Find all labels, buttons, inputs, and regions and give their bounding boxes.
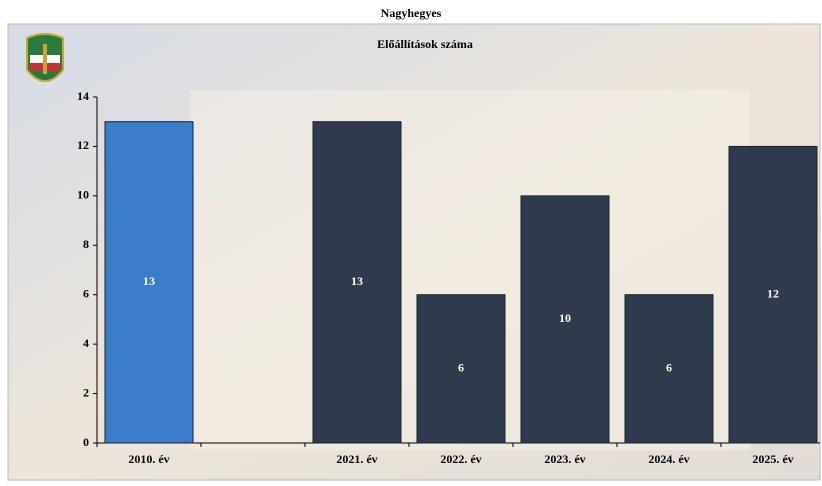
- y-tick-label: 4: [83, 336, 89, 350]
- x-tick-label: 2024. év: [648, 452, 689, 466]
- value-label: 13: [351, 274, 363, 288]
- y-tick-label: 8: [83, 237, 89, 251]
- chart: Nagyhegyes Előállítások száma 0 2 4 6 8 10 12 1…: [0, 0, 822, 481]
- chart-title: Nagyhegyes: [381, 6, 442, 20]
- value-label: 13: [143, 274, 155, 288]
- y-tick-label: 14: [77, 89, 89, 103]
- chart-subtitle: Előállítások száma: [377, 37, 473, 51]
- y-tick-label: 6: [83, 286, 89, 300]
- y-tick-label: 2: [83, 385, 89, 399]
- x-tick-label: 2025. év: [752, 452, 793, 466]
- value-label: 10: [559, 311, 571, 325]
- y-tick-label: 10: [77, 188, 89, 202]
- y-tick-label: 12: [77, 138, 89, 152]
- value-label: 12: [767, 286, 779, 300]
- x-tick-label: 2010. év: [128, 452, 169, 466]
- x-tick-label: 2021. év: [336, 452, 377, 466]
- x-tick-label: 2023. év: [544, 452, 585, 466]
- y-tick-label: 0: [83, 435, 89, 449]
- value-label: 6: [666, 361, 672, 375]
- value-label: 6: [458, 361, 464, 375]
- x-tick-label: 2022. év: [440, 452, 481, 466]
- police-logo: [27, 34, 63, 81]
